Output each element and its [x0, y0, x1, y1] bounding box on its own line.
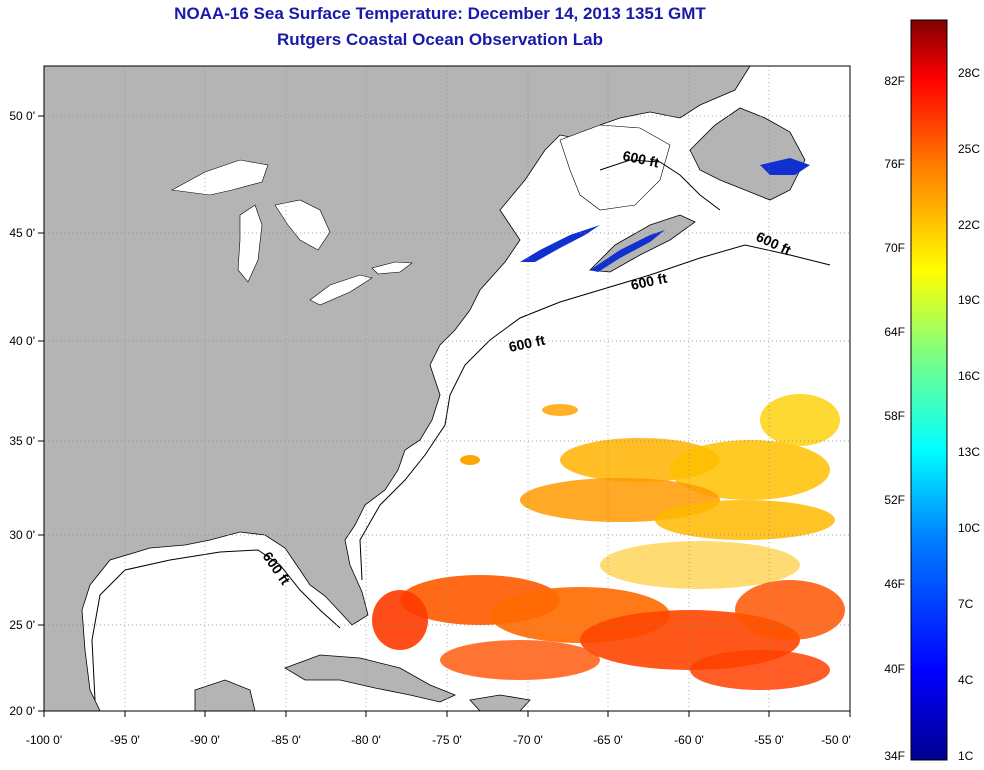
lake-huron: [274, 199, 331, 251]
land-yucatan: [194, 679, 256, 711]
lon-label: -55 0': [754, 733, 784, 747]
lon-label: -65 0': [593, 733, 623, 747]
lon-label: -85 0': [271, 733, 301, 747]
lat-label: 40 0': [9, 334, 35, 348]
colorbar-c-label: 25C: [958, 142, 980, 156]
lat-label: 50 0': [9, 109, 35, 123]
lon-label: -60 0': [674, 733, 704, 747]
map-title: NOAA-16 Sea Surface Temperature: Decembe…: [174, 4, 706, 23]
colorbar-c-label: 22C: [958, 218, 980, 232]
colorbar-fahrenheit-labels: 82F 76F 70F 64F 58F 52F 46F 40F 34F: [884, 74, 905, 763]
isobath-label: 600 ft: [629, 270, 668, 293]
lat-label: 20 0': [9, 704, 35, 718]
land-cuba: [284, 654, 457, 703]
lon-label: -90 0': [190, 733, 220, 747]
colorbar-celsius-labels: 28C 25C 22C 19C 16C 13C 10C 7C 4C 1C: [958, 66, 980, 763]
colorbar-f-label: 52F: [884, 493, 905, 507]
colorbar-f-label: 64F: [884, 325, 905, 339]
lon-label: -70 0': [513, 733, 543, 747]
isobath-label: 600 ft: [621, 147, 660, 170]
sst-data-cold: [520, 158, 810, 272]
colorbar-f-label: 76F: [884, 157, 905, 171]
lon-label: -95 0': [110, 733, 140, 747]
colorbar-c-label: 16C: [958, 369, 980, 383]
lat-label: 30 0': [9, 528, 35, 542]
colorbar-c-label: 10C: [958, 521, 980, 535]
lon-label: -80 0': [351, 733, 381, 747]
colorbar-f-label: 58F: [884, 409, 905, 423]
colorbar-c-label: 7C: [958, 597, 974, 611]
land-hispaniola: [469, 694, 531, 711]
map-subtitle: Rutgers Coastal Ocean Observation Lab: [277, 30, 603, 49]
map-ticks: [38, 115, 851, 717]
lon-label: -100 0': [26, 733, 62, 747]
gulf-st-lawrence: [559, 124, 671, 211]
latitude-labels: 50 0' 45 0' 40 0' 35 0' 30 0' 25 0' 20 0…: [9, 109, 35, 718]
colorbar: [910, 19, 948, 761]
colorbar-c-label: 4C: [958, 673, 974, 687]
colorbar-c-label: 19C: [958, 293, 980, 307]
lat-label: 35 0': [9, 434, 35, 448]
lake-michigan: [237, 204, 263, 283]
isobath-600ft-gulf: [91, 549, 341, 701]
colorbar-c-label: 13C: [958, 445, 980, 459]
lake-superior: [171, 159, 269, 196]
colorbar-c-label: 1C: [958, 749, 974, 763]
sst-data-warm: [372, 394, 845, 690]
lon-label: -75 0': [432, 733, 462, 747]
colorbar-f-label: 46F: [884, 577, 905, 591]
longitude-labels: -100 0' -95 0' -90 0' -85 0' -80 0' -75 …: [26, 733, 851, 747]
isobath-label: 600 ft: [507, 332, 546, 355]
isobath-600ft-gulf-st-lawrence: [599, 159, 721, 211]
colorbar-f-label: 34F: [884, 749, 905, 763]
isobath-600ft-atlantic: [359, 244, 831, 581]
colorbar-c-label: 28C: [958, 66, 980, 80]
lake-ontario: [371, 261, 413, 275]
colorbar-f-label: 70F: [884, 241, 905, 255]
lake-erie: [309, 274, 373, 306]
colorbar-f-label: 40F: [884, 662, 905, 676]
lat-label: 25 0': [9, 618, 35, 632]
land-newfoundland: [689, 107, 806, 201]
lon-label: -50 0': [821, 733, 851, 747]
colorbar-f-label: 82F: [884, 74, 905, 88]
lat-label: 45 0': [9, 226, 35, 240]
